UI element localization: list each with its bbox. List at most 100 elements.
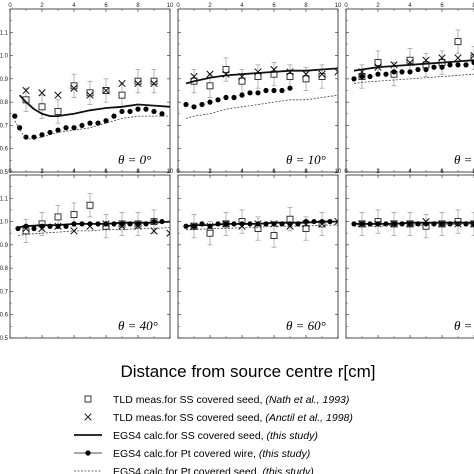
x-tick-label: 0 bbox=[344, 169, 348, 175]
data-point-filled-circle bbox=[15, 225, 21, 232]
data-point-filled-circle bbox=[271, 87, 277, 94]
legend-item: TLD meas.for SS covered seed, (Nath et a… bbox=[84, 394, 349, 406]
x-tick-label: 10 bbox=[167, 169, 174, 175]
data-point-filled-circle bbox=[87, 221, 93, 227]
cross-stroke bbox=[166, 229, 170, 234]
data-point-filled-circle bbox=[463, 62, 469, 68]
data-point-cross bbox=[318, 70, 326, 78]
data-point-filled-circle bbox=[55, 223, 61, 229]
data-point-filled-circle bbox=[199, 221, 205, 227]
series-solid-line bbox=[18, 94, 170, 117]
panel-frame bbox=[177, 174, 339, 339]
y-tick-label: 1.1 bbox=[0, 30, 9, 36]
legend-label: TLD meas.for SS covered seed, (Nath et a… bbox=[113, 394, 349, 406]
legend-citation: (this study) bbox=[267, 430, 318, 442]
y-tick-label: 1.0 bbox=[0, 220, 9, 226]
data-point-filled-circle bbox=[247, 221, 253, 227]
x-tick-label: 8 bbox=[472, 3, 474, 9]
x-tick-label: 10 bbox=[335, 169, 342, 175]
data-point-filled-circle bbox=[17, 125, 23, 131]
legend-symbol bbox=[84, 413, 92, 421]
data-point-cross bbox=[302, 70, 310, 78]
error-bar bbox=[471, 211, 474, 236]
x-tick-label: 8 bbox=[136, 169, 140, 175]
y-tick-label: 0.5 bbox=[0, 336, 9, 342]
data-point-filled-circle bbox=[231, 94, 237, 101]
data-point-filled-circle bbox=[431, 64, 437, 70]
theta-label: θ = 10° bbox=[286, 152, 326, 167]
data-point-filled-circle bbox=[215, 97, 221, 103]
x-tick-label: 2 bbox=[208, 169, 212, 175]
data-point-cross bbox=[134, 79, 142, 88]
data-point-filled-circle bbox=[87, 120, 93, 126]
data-point-filled-circle bbox=[455, 62, 461, 68]
data-point-filled-circle bbox=[119, 108, 125, 115]
data-point-filled-circle bbox=[471, 221, 474, 227]
data-point-filled-circle bbox=[375, 71, 381, 77]
series-line bbox=[185, 67, 338, 85]
data-point-filled-circle bbox=[191, 223, 197, 229]
legend-text: TLD meas.for SS covered seed, bbox=[113, 412, 265, 424]
cross-stroke bbox=[84, 413, 92, 421]
data-point-filled-circle bbox=[95, 120, 101, 126]
data-point-filled-circle bbox=[31, 134, 37, 140]
series-filled-circle bbox=[351, 221, 474, 227]
data-point-square bbox=[302, 75, 310, 83]
x-tick-label: 6 bbox=[272, 169, 276, 175]
data-point-filled-circle bbox=[359, 221, 365, 227]
cross-stroke bbox=[70, 84, 78, 92]
series-square bbox=[190, 57, 326, 98]
theta-label: θ = 2 bbox=[454, 152, 474, 167]
data-point-filled-circle bbox=[447, 62, 453, 68]
y-tick-label: 0.5 bbox=[0, 170, 9, 176]
data-point-square bbox=[270, 232, 278, 239]
series-dashed-line bbox=[354, 223, 474, 227]
cross-stroke bbox=[334, 220, 338, 226]
data-point-filled-circle bbox=[431, 221, 437, 227]
x-tick-label: 4 bbox=[240, 169, 244, 175]
series-dashed-line bbox=[185, 94, 338, 119]
data-point-cross bbox=[38, 89, 46, 97]
panel-grid: 0 2 4 6 8 10 0.5 0.6 0.7 0.8 0.9 1.0 1.1 θ = 0° 0 2 4 6 8 1… bbox=[0, 3, 474, 342]
data-point-cross bbox=[206, 70, 214, 78]
data-point-square bbox=[302, 225, 310, 233]
x-tick-label: 4 bbox=[408, 169, 412, 175]
legend-label: EGS4 calc.for SS covered seed, (this stu… bbox=[113, 430, 318, 442]
cross-stroke bbox=[86, 91, 94, 99]
data-point-cross bbox=[438, 54, 446, 62]
cross-stroke bbox=[334, 217, 338, 223]
x-tick-label: 6 bbox=[440, 169, 444, 175]
data-point-filled-circle bbox=[383, 71, 389, 77]
series-dashed-line bbox=[353, 73, 474, 84]
plot-area bbox=[351, 29, 474, 89]
plot-area bbox=[183, 57, 338, 119]
theta-label: θ = 8 bbox=[454, 318, 474, 333]
data-point-cross bbox=[254, 68, 262, 76]
cross-stroke bbox=[166, 232, 170, 237]
legend: TLD meas.for SS covered seed, (Nath et a… bbox=[74, 394, 353, 474]
data-point-square bbox=[206, 82, 214, 90]
panel-frame bbox=[345, 174, 474, 339]
panel: 0 2 4 6 8 10 0.5 0.6 0.7 0.8 0.9 1.0 1.1 θ = 40° bbox=[0, 169, 174, 342]
data-point-filled-circle bbox=[231, 221, 237, 227]
series-dashed-line bbox=[353, 73, 474, 84]
data-point-filled-circle bbox=[279, 221, 285, 227]
data-point-filled-circle bbox=[71, 125, 77, 131]
x-tick-label: 4 bbox=[240, 3, 244, 9]
data-point-cross bbox=[390, 61, 398, 69]
data-point-cross bbox=[470, 51, 474, 60]
data-point-filled-circle bbox=[127, 108, 133, 115]
data-point-filled-circle bbox=[407, 221, 413, 227]
data-point-filled-circle bbox=[415, 66, 421, 73]
data-point-cross bbox=[118, 79, 126, 88]
x-tick-label: 8 bbox=[136, 3, 140, 9]
legend-item: EGS4 calc.for SS covered seed, (this stu… bbox=[74, 430, 318, 442]
cross-stroke bbox=[206, 70, 214, 78]
series-solid-line bbox=[353, 59, 474, 72]
cross-stroke bbox=[470, 223, 474, 228]
data-point-filled-circle bbox=[319, 218, 325, 225]
data-point-filled-circle bbox=[135, 106, 141, 112]
x-tick-label: 2 bbox=[208, 3, 212, 9]
legend-item: TLD meas.for SS covered seed, (Anctil et… bbox=[84, 412, 353, 424]
cross-stroke bbox=[334, 68, 338, 73]
